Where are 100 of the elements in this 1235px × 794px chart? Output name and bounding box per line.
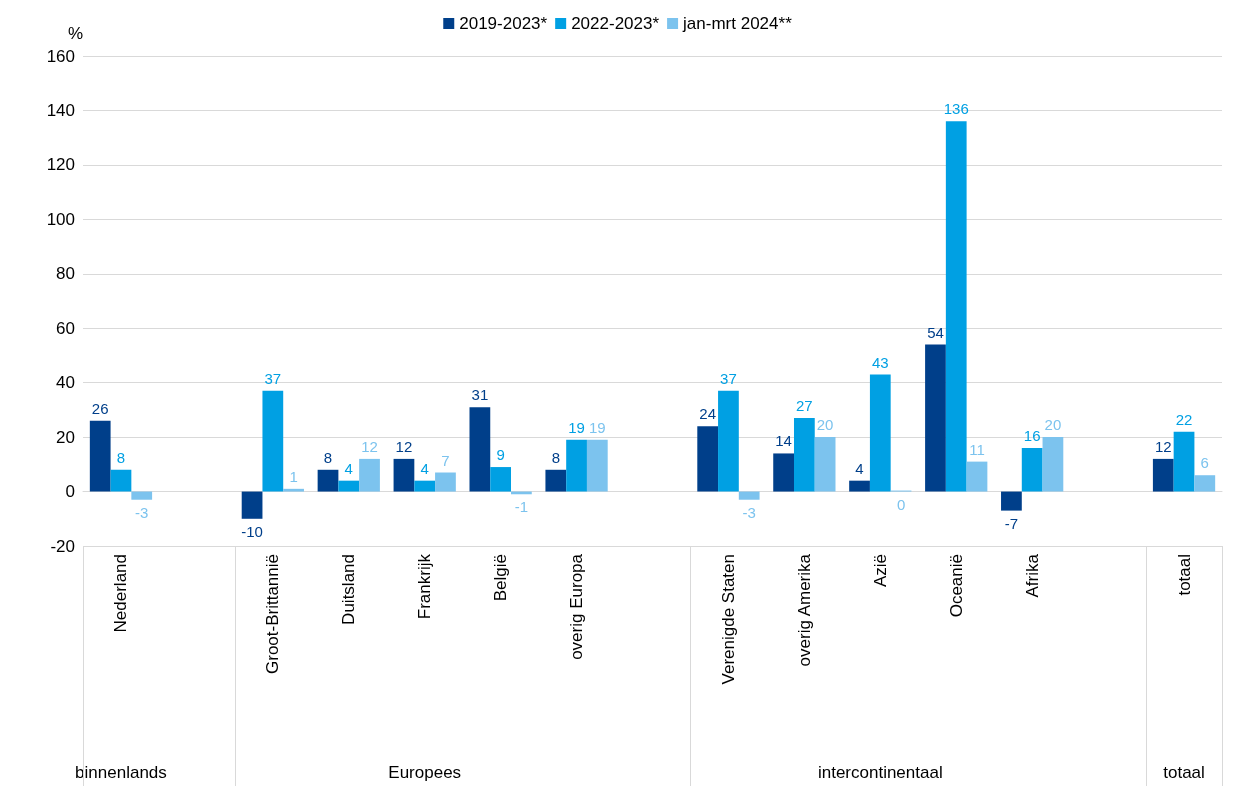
data-label: -10 [241,522,263,540]
bar [945,121,967,492]
data-label: 12 [395,437,413,455]
bar [1021,448,1043,492]
y-tick-label: 20 [56,427,75,447]
bar [697,426,719,492]
bar [490,467,512,492]
x-tick-label: Groot-Brittannië [263,554,283,674]
legend-label: 2022-2023* [571,14,660,33]
y-tick-label: 80 [56,264,75,284]
bar [814,437,836,492]
bar [89,420,111,492]
bar [414,480,436,492]
x-tick-label: Nederland [111,554,131,633]
data-label: 16 [1023,427,1041,444]
text: intercontinentaal [817,762,943,782]
x-tick-label: Frankrijk [415,553,435,620]
text: totaal [1163,762,1205,782]
data-label: 8 [116,448,126,466]
y-tick-label: 140 [46,100,75,120]
text: binnenlands [75,762,167,782]
data-label: 31 [471,386,489,404]
data-label: 19 [588,418,606,436]
bar [545,469,567,492]
bar [435,472,456,492]
text: Europees [388,762,462,782]
bar [359,458,380,492]
bar [793,418,815,492]
x-tick-label: totaal [1174,554,1194,596]
x-tick-label: België [491,554,511,602]
x-tick-label: Afrika [1022,553,1042,598]
data-label: 4 [420,459,429,477]
bar [283,488,304,492]
data-label: 1 [289,467,298,485]
bar [262,390,284,492]
data-label: 6 [1200,454,1209,472]
legend-label: jan-mrt 2024** [682,14,793,33]
y-tick-label: 160 [46,46,75,66]
bar [869,374,891,492]
data-label: 37 [720,369,737,387]
data-label: -3 [135,503,149,521]
data-label: 136 [943,100,969,118]
bar [393,458,415,492]
data-label: 54 [927,323,944,341]
y-tick-label: 120 [46,155,75,175]
data-label: 22 [1175,410,1193,428]
data-label: 20 [1044,416,1062,434]
bar [849,480,870,492]
data-label: 26 [91,399,109,417]
bar [1001,491,1022,511]
x-tick-label: Verenigde Staten [718,554,738,685]
data-label: 8 [551,448,560,466]
bar [338,480,360,492]
bar [1152,458,1174,492]
bar [566,439,587,492]
y-tick-label: 60 [56,318,75,338]
bar [1173,431,1195,492]
bar [469,407,491,492]
data-label: 19 [568,418,585,436]
bar [1194,475,1216,492]
bar [925,344,946,492]
bar [966,461,988,492]
x-tick-label: overig Europa [567,553,587,660]
y-tick-label: 100 [46,209,75,229]
y-tick-label: -20 [50,536,75,556]
bar [241,491,263,519]
bar [317,469,339,492]
y-tick-label: 40 [56,373,75,393]
data-label: 4 [344,459,353,477]
data-label: 8 [323,448,333,466]
data-label: 43 [871,353,889,371]
x-tick-label: overig Amerika [794,553,814,667]
x-tick-label: Duitsland [339,554,359,625]
x-tick-label: Oceanië [946,554,966,618]
bar [110,469,132,492]
bar [773,453,794,492]
bar [1042,437,1064,492]
data-label: 11 [969,440,985,458]
data-label: -7 [1004,514,1019,532]
data-label: 7 [441,451,450,469]
data-label: -3 [742,503,756,521]
bar [586,439,608,492]
data-label: 12 [361,437,378,455]
data-label: 14 [775,432,792,450]
data-label: 27 [796,397,813,415]
data-label: 20 [816,416,834,434]
legend-label: 2019-2023* [459,14,548,33]
bar [131,491,153,500]
x-tick-label: Azië [870,554,890,588]
bar [738,491,760,500]
data-label: 9 [496,446,505,464]
y-tick-label: 0 [65,482,75,502]
data-label: 4 [855,459,864,477]
data-label: 37 [264,369,282,387]
data-label: -1 [514,498,529,516]
bar [718,390,739,492]
data-label: 24 [699,405,717,423]
data-label: 12 [1154,437,1172,455]
y-axis-title: % [67,24,83,43]
data-label: 0 [896,495,906,513]
